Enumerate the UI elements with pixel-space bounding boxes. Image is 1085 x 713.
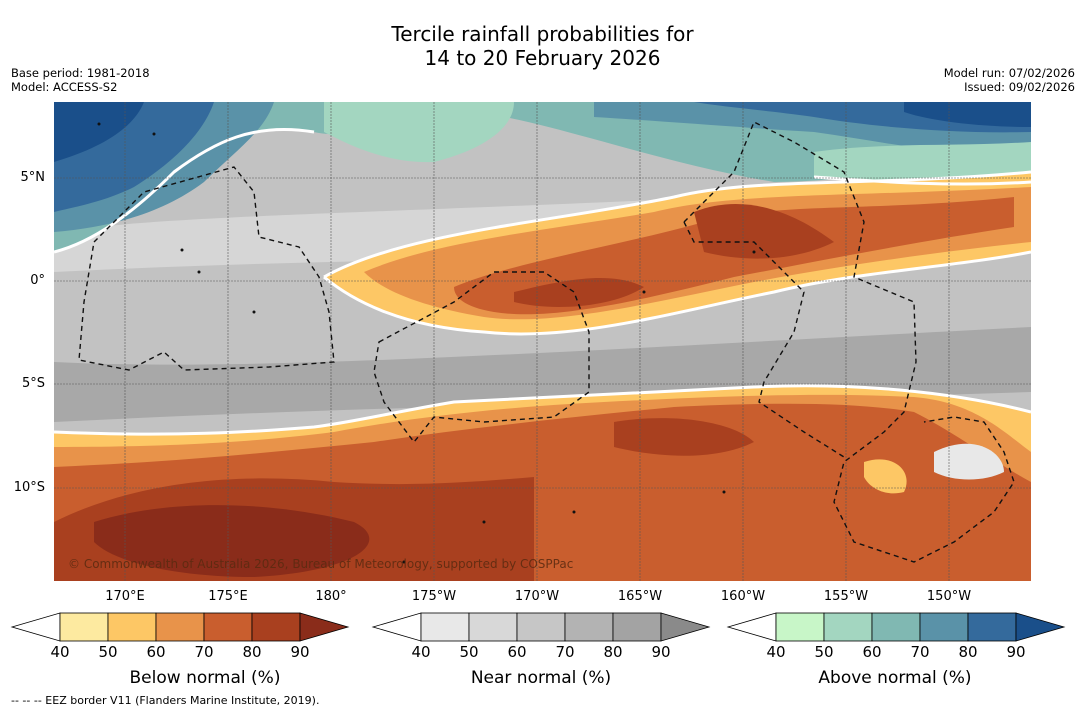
colorbar-label-near: Near normal (%) [470,668,612,688]
colorbar-above-tick: 60 [862,643,882,661]
eez-borders [78,121,1015,563]
colorbar-near-under-triangle [371,612,422,642]
issued-date: Issued: 09/02/2026 [964,80,1075,94]
probability-map [54,102,1031,581]
colorbar-above-tick: 80 [958,643,978,661]
colorbar-below-tick: 40 [50,643,70,661]
colorbar-near-segment [612,612,662,642]
lon-label-170e: 170°E [105,589,145,604]
colorbar-above-segment [871,612,921,642]
colorbar-near-tick: 90 [651,643,671,661]
colorbar-near-segment [564,612,614,642]
colorbar-below-over-triangle [299,612,350,642]
colorbar-below-segment [107,612,157,642]
lat-label-5s: 5°S [21,376,45,391]
colorbar-below-segment [203,612,253,642]
lon-label-165w: 165°W [617,589,663,604]
below-normal-south [54,385,1031,581]
title-line-2: 14 to 20 February 2026 [424,46,661,70]
colorbar-near-tick: 70 [555,643,575,661]
lon-label-175e: 175°E [208,589,248,604]
lon-label-150w: 150°W [926,589,972,604]
colorbar-above-tick: 90 [1006,643,1026,661]
lon-label-155w: 155°W [823,589,869,604]
colorbar-near-normal [371,612,711,642]
model-name: Model: ACCESS-S2 [11,80,118,94]
lon-label-160w: 160°W [720,589,766,604]
colorbar-above-segment [919,612,969,642]
metadata-left: Base period: 1981-2018 Model: ACCESS-S2 [11,66,150,94]
map-title: Tercile rainfall probabilities for 14 to… [0,22,1085,70]
tercile-contours [54,127,1031,436]
colorbars [10,612,1066,642]
above-normal-north [54,102,1031,252]
below-normal-equatorial [324,172,1031,334]
lon-label-170w: 170°W [514,589,560,604]
colorbar-near-segment [420,612,470,642]
colorbar-label-below: Below normal (%) [129,668,281,688]
colorbar-below-tick: 90 [290,643,310,661]
colorbar-below-tick: 60 [146,643,166,661]
colorbar-near-segment [468,612,518,642]
colorbar-below-under-triangle [10,612,61,642]
graticule [54,102,1031,581]
colorbar-below-segment [59,612,109,642]
colorbar-near-tick: 40 [411,643,431,661]
colorbar-above-over-triangle [1015,612,1066,642]
colorbar-below-tick: 70 [194,643,214,661]
colorbar-near-over-triangle [660,612,711,642]
colorbar-above-tick: 70 [910,643,930,661]
colorbar-above-segment [775,612,825,642]
islands [97,122,756,564]
colorbar-near-tick: 80 [603,643,623,661]
copyright-notice: © Commonwealth of Australia 2026, Bureau… [68,557,574,571]
colorbar-above-segment [823,612,873,642]
lon-label-175w: 175°W [411,589,457,604]
metadata-right: Model run: 07/02/2026 Issued: 09/02/2026 [944,66,1075,94]
lat-label-0: 0° [30,273,45,288]
lat-label-10s: 10°S [13,480,45,495]
colorbar-above-normal [726,612,1066,642]
colorbar-above-segment [967,612,1017,642]
colorbar-near-tick: 50 [459,643,479,661]
colorbar-above-tick: 50 [814,643,834,661]
colorbar-above-under-triangle [726,612,777,642]
eez-legend-note: -- -- -- EEZ border V11 (Flanders Marine… [11,694,320,707]
colorbar-below-segment [155,612,205,642]
colorbar-near-tick: 60 [507,643,527,661]
colorbar-below-tick: 80 [242,643,262,661]
colorbar-label-above: Above normal (%) [818,668,972,688]
colorbar-near-segment [516,612,566,642]
base-period: Base period: 1981-2018 [11,66,150,80]
colorbar-below-tick: 50 [98,643,118,661]
colorbar-below-segment [251,612,301,642]
lon-label-180: 180° [315,589,347,604]
colorbar-below-normal [10,612,350,642]
model-run: Model run: 07/02/2026 [943,66,1075,80]
lat-label-5n: 5°N [20,170,46,185]
colorbar-above-tick: 40 [766,643,786,661]
title-line-1: Tercile rainfall probabilities for [391,22,694,46]
